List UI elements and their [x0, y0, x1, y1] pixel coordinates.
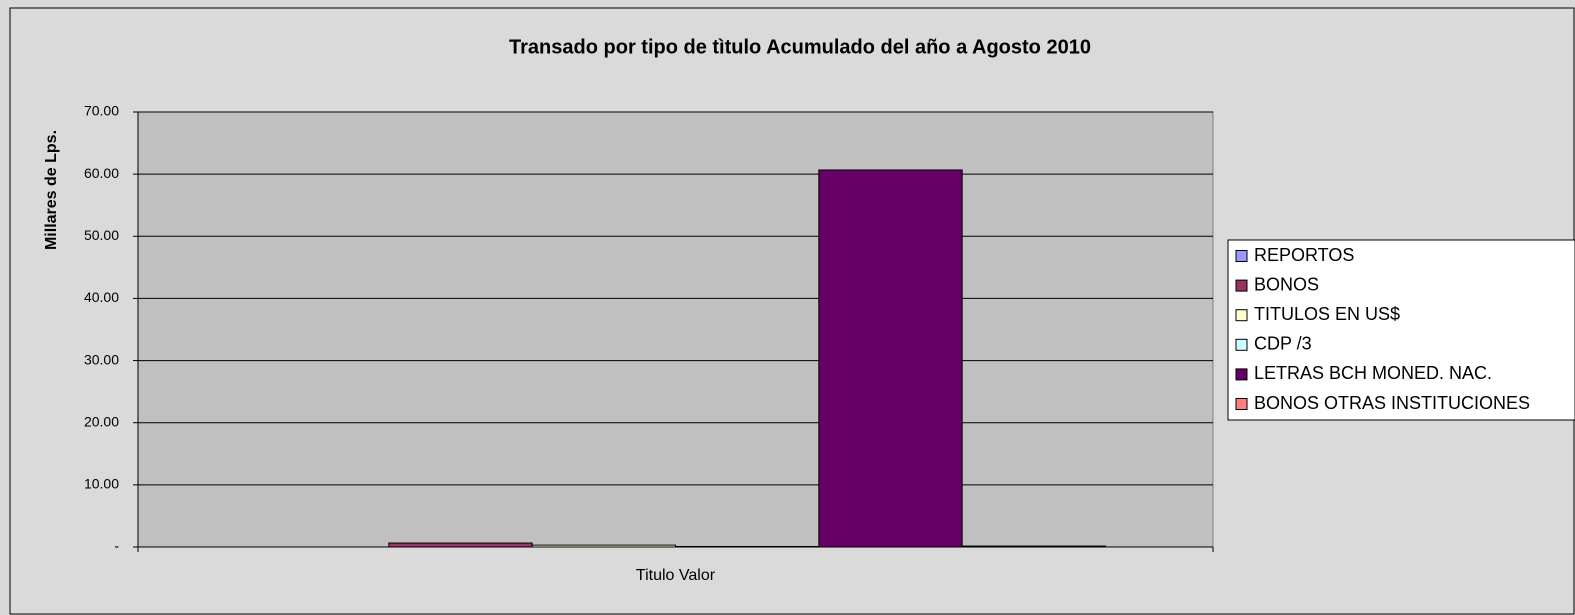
legend-swatch	[1235, 368, 1248, 381]
legend-swatch	[1235, 398, 1248, 410]
legend-swatch	[1235, 309, 1248, 322]
bar	[818, 169, 963, 548]
y-tick-label: 50.00	[84, 227, 119, 243]
x-tick-label: Titulo Valor	[636, 567, 716, 584]
legend-label: BONOS	[1254, 274, 1319, 294]
y-tick-label: 70.00	[84, 103, 119, 119]
legend-label: CDP /3	[1254, 334, 1312, 354]
y-tick-label: 10.00	[84, 476, 119, 492]
bar	[531, 544, 677, 548]
y-tick-label: 30.00	[84, 351, 119, 367]
legend-swatch	[1235, 250, 1248, 262]
legend-label: BONOS OTRAS INSTITUCIONES	[1254, 393, 1530, 413]
legend-swatch	[1235, 279, 1248, 292]
chart-title: Transado por tipo de tìtulo Acumulado de…	[509, 36, 1091, 58]
y-axis-title: Millares de Lps.	[43, 130, 60, 250]
bar	[388, 542, 533, 548]
legend-label: TITULOS EN US$	[1254, 304, 1400, 324]
y-tick-label: 40.00	[84, 289, 119, 305]
y-tick-label: 60.00	[84, 165, 119, 181]
legend-label: LETRAS BCH MONED. NAC.	[1254, 363, 1492, 383]
plot-area	[137, 111, 1214, 548]
legend-label: REPORTOS	[1254, 245, 1354, 265]
y-tick-label: -	[114, 538, 119, 554]
y-tick-label: 20.00	[84, 413, 119, 429]
bar	[961, 545, 1107, 548]
legend	[1227, 239, 1575, 421]
legend-swatch	[1235, 338, 1248, 351]
